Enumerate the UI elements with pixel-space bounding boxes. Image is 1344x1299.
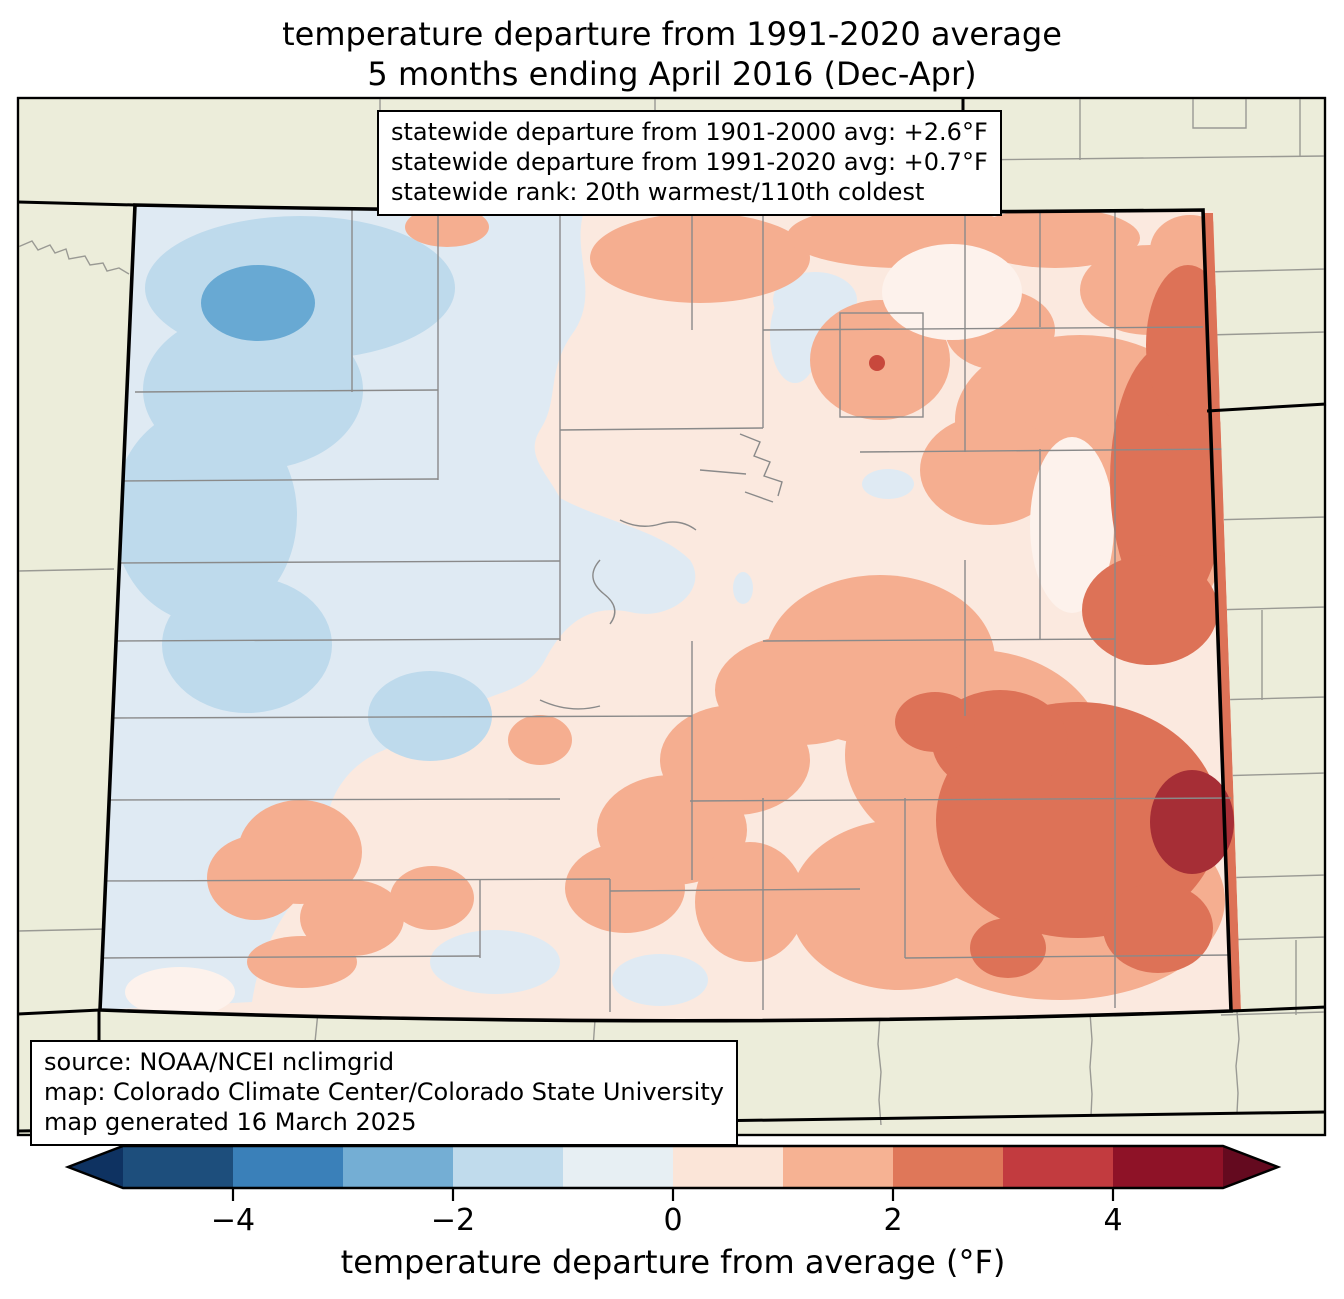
source-line: source: NOAA/NCEI nclimgrid — [44, 1048, 395, 1076]
figure-title: temperature departure from 1991-2020 ave… — [0, 14, 1344, 94]
colorbar-tick-4: 4 — [1103, 1203, 1123, 1238]
colorbar-tick-marks — [231, 1188, 1115, 1201]
stat-departure-1991-2020: statewide departure from 1991-2020 avg: … — [391, 148, 988, 176]
colorbar-under-arrow — [68, 1146, 123, 1188]
stat-departure-1901-2000: statewide departure from 1901-2000 avg: … — [391, 118, 988, 146]
band-4-5-kernel — [1150, 770, 1234, 874]
colorbar-tick-0: 0 — [663, 1203, 683, 1238]
statewide-stats-box: statewide departure from 1901-2000 avg: … — [377, 110, 1002, 216]
band-2-3 — [895, 213, 1241, 1010]
band-minus2-minus1 — [113, 216, 492, 761]
colorbar-over-arrow — [1223, 1146, 1278, 1188]
anomaly-contours — [100, 205, 1241, 1021]
title-line-2: 5 months ending April 2016 (Dec-Apr) — [367, 55, 977, 93]
colorbar-tick-minus2: −2 — [430, 1203, 476, 1238]
colorbar-segments — [123, 1146, 1223, 1188]
colorbar-outline — [64, 1144, 1282, 1190]
stat-rank: statewide rank: 20th warmest/110th colde… — [391, 178, 925, 206]
band-minus3-minus2 — [201, 265, 315, 341]
map-credit-line: map: Colorado Climate Center/Colorado St… — [44, 1078, 724, 1106]
colorbar-axis-label: temperature departure from average (°F) — [340, 1243, 1006, 1281]
colorbar-tick-2: 2 — [883, 1203, 903, 1238]
source-box: source: NOAA/NCEI nclimgrid map: Colorad… — [30, 1040, 738, 1146]
generated-date-line: map generated 16 March 2025 — [44, 1108, 417, 1136]
colorbar — [64, 1144, 1282, 1201]
band-3-4-spot — [869, 355, 885, 371]
band-near-zero — [125, 244, 1114, 1017]
colorado-county-lines — [100, 205, 1232, 1012]
colorbar-tick-minus4: −4 — [210, 1203, 256, 1238]
title-line-1: temperature departure from 1991-2020 ave… — [282, 15, 1062, 53]
